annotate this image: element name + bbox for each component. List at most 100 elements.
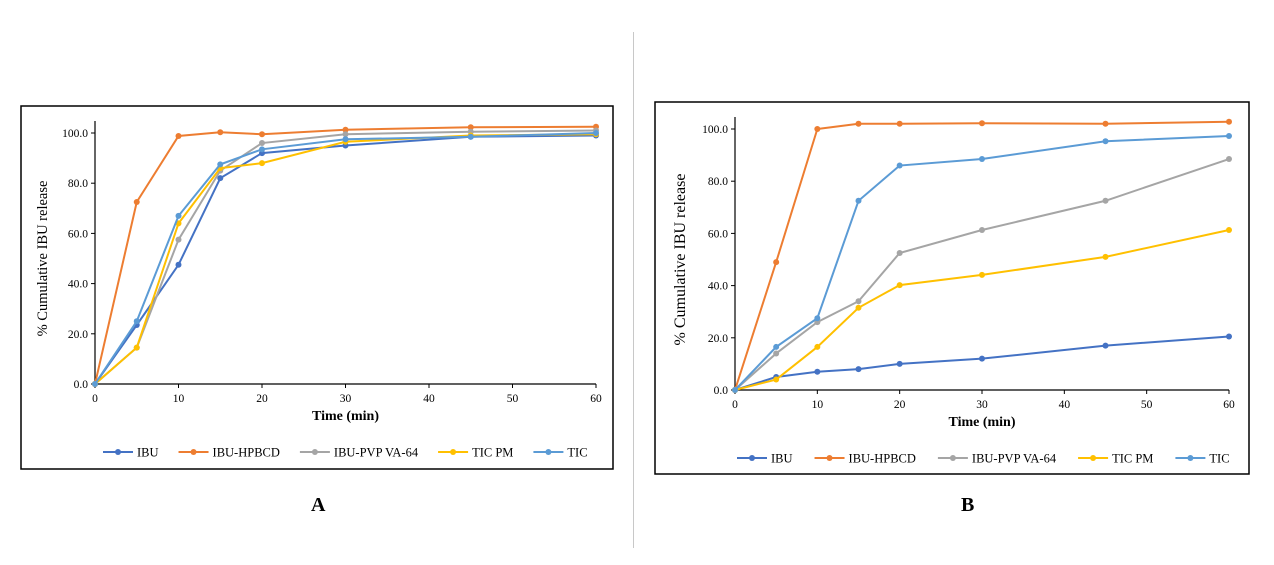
data-point-tic-pm xyxy=(1102,253,1109,260)
data-point-tic xyxy=(259,146,265,153)
data-point-ibu xyxy=(855,366,862,373)
data-point-ibu-pvp-va-64 xyxy=(342,131,349,138)
data-point-tic-pm xyxy=(259,160,265,167)
series-line-tic xyxy=(734,135,1230,391)
data-point-ibu-hpbcd xyxy=(773,259,780,266)
x-tick-label: 60 xyxy=(1223,399,1235,411)
y-tick-label: 0.0 xyxy=(714,385,729,397)
data-point-tic-pm xyxy=(1226,227,1232,234)
x-tick-label: 10 xyxy=(173,393,185,405)
data-point-ibu-pvp-va-64 xyxy=(1102,197,1109,204)
legend-marker-ibu-pvp-va-64 xyxy=(311,449,318,455)
data-point-ibu-pvp-va-64 xyxy=(175,236,182,243)
data-point-tic xyxy=(1226,133,1232,140)
x-axis-title: Time (min) xyxy=(312,409,379,424)
y-tick-label: 80.0 xyxy=(68,178,88,190)
data-point-ibu xyxy=(814,368,821,375)
series-line-ibu-hpbcd xyxy=(734,120,1230,391)
data-point-ibu-hpbcd xyxy=(342,126,349,133)
legend-marker-ibu-pvp-va-64 xyxy=(949,455,956,461)
legend-label-tic-pm: TIC PM xyxy=(472,446,513,460)
chart-frame xyxy=(20,105,614,470)
data-point-tic xyxy=(175,212,182,219)
y-tick-label: 40.0 xyxy=(68,279,88,291)
data-point-ibu-hpbcd xyxy=(1102,120,1109,127)
data-point-ibu-pvp-va-64 xyxy=(259,140,265,147)
data-point-ibu xyxy=(217,175,224,182)
y-tick-label: 20.0 xyxy=(68,329,88,341)
legend-marker-ibu xyxy=(749,455,755,461)
legend-label-ibu-pvp-va-64: IBU-PVP VA-64 xyxy=(972,452,1057,466)
data-point-ibu-pvp-va-64 xyxy=(773,350,780,357)
data-point-tic xyxy=(593,130,599,136)
data-point-ibu-hpbcd xyxy=(1226,118,1232,125)
panel-label-a: A xyxy=(311,494,326,516)
data-point-ibu xyxy=(175,261,182,268)
panel-label-b: B xyxy=(961,494,975,516)
legend-label-ibu-hpbcd: IBU-HPBCD xyxy=(213,446,280,460)
data-point-tic xyxy=(92,381,98,387)
data-point-tic-pm xyxy=(814,343,821,350)
data-point-ibu xyxy=(1102,342,1109,349)
y-tick-label: 60.0 xyxy=(708,228,728,240)
series-line-ibu-pvp-va-64 xyxy=(734,158,1230,391)
data-point-ibu-pvp-va-64 xyxy=(1226,156,1232,163)
legend-label-ibu: IBU xyxy=(771,452,793,466)
data-point-ibu-hpbcd xyxy=(814,126,821,132)
legend-label-tic: TIC xyxy=(567,446,587,460)
legend-label-tic: TIC xyxy=(1209,452,1229,466)
data-point-tic xyxy=(342,136,349,143)
legend-marker-tic xyxy=(545,449,552,455)
x-tick-label: 40 xyxy=(1059,399,1071,411)
legend-label-ibu-pvp-va-64: IBU-PVP VA-64 xyxy=(334,446,419,460)
x-tick-label: 0 xyxy=(92,393,98,405)
x-tick-label: 40 xyxy=(423,393,435,405)
x-tick-label: 30 xyxy=(340,393,352,405)
data-point-tic xyxy=(217,161,224,168)
data-point-tic xyxy=(896,162,903,169)
legend-marker-tic-pm xyxy=(1090,455,1097,461)
series-line-tic-pm xyxy=(734,229,1230,391)
x-axis-title: Time (min) xyxy=(948,415,1015,430)
legend-marker-ibu-hpbcd xyxy=(190,449,197,455)
data-point-tic xyxy=(773,343,780,350)
data-point-ibu xyxy=(896,360,903,367)
y-tick-label: 40.0 xyxy=(708,281,728,293)
y-tick-label: 20.0 xyxy=(708,333,728,345)
y-tick-label: 100.0 xyxy=(62,128,88,140)
data-point-tic-pm xyxy=(855,304,862,311)
panel-divider xyxy=(633,32,634,548)
y-axis-title: % Cumulative IBU release xyxy=(35,181,51,337)
data-point-tic-pm xyxy=(773,376,780,383)
x-tick-label: 0 xyxy=(732,399,738,411)
x-tick-label: 20 xyxy=(256,393,268,405)
data-point-ibu-pvp-va-64 xyxy=(896,249,903,256)
y-axis-title: % Cumulative IBU release xyxy=(672,174,689,346)
chart-frame xyxy=(654,101,1250,475)
data-point-tic-pm xyxy=(896,282,903,289)
legend-label-tic-pm: TIC PM xyxy=(1112,452,1153,466)
series-line-ibu xyxy=(734,335,1230,391)
x-tick-label: 20 xyxy=(894,399,906,411)
chart-panel-a: 0.0 20.0 40.0 60.0 80.0 100.0 0 10 20 30 40 50 60 Tim… xyxy=(20,105,614,470)
legend-label-ibu: IBU xyxy=(137,446,159,460)
data-point-ibu-hpbcd xyxy=(133,199,140,206)
data-point-ibu-hpbcd xyxy=(855,120,862,127)
data-point-ibu xyxy=(1226,333,1232,340)
x-tick-label: 50 xyxy=(507,393,519,405)
data-point-tic xyxy=(467,133,474,140)
data-point-ibu-hpbcd xyxy=(467,124,474,131)
data-point-tic xyxy=(855,197,862,204)
y-tick-label: 80.0 xyxy=(708,176,728,188)
x-tick-label: 10 xyxy=(812,399,824,411)
data-point-tic-pm xyxy=(133,344,140,351)
legend-label-ibu-hpbcd: IBU-HPBCD xyxy=(849,452,916,466)
data-point-ibu-hpbcd xyxy=(979,120,985,127)
y-tick-label: 60.0 xyxy=(68,228,88,240)
data-point-tic xyxy=(1102,138,1109,145)
x-tick-label: 50 xyxy=(1141,399,1153,411)
data-point-ibu-pvp-va-64 xyxy=(979,227,985,234)
data-point-tic-pm xyxy=(979,271,985,278)
data-point-ibu xyxy=(979,355,985,362)
data-point-ibu-hpbcd xyxy=(896,120,903,127)
